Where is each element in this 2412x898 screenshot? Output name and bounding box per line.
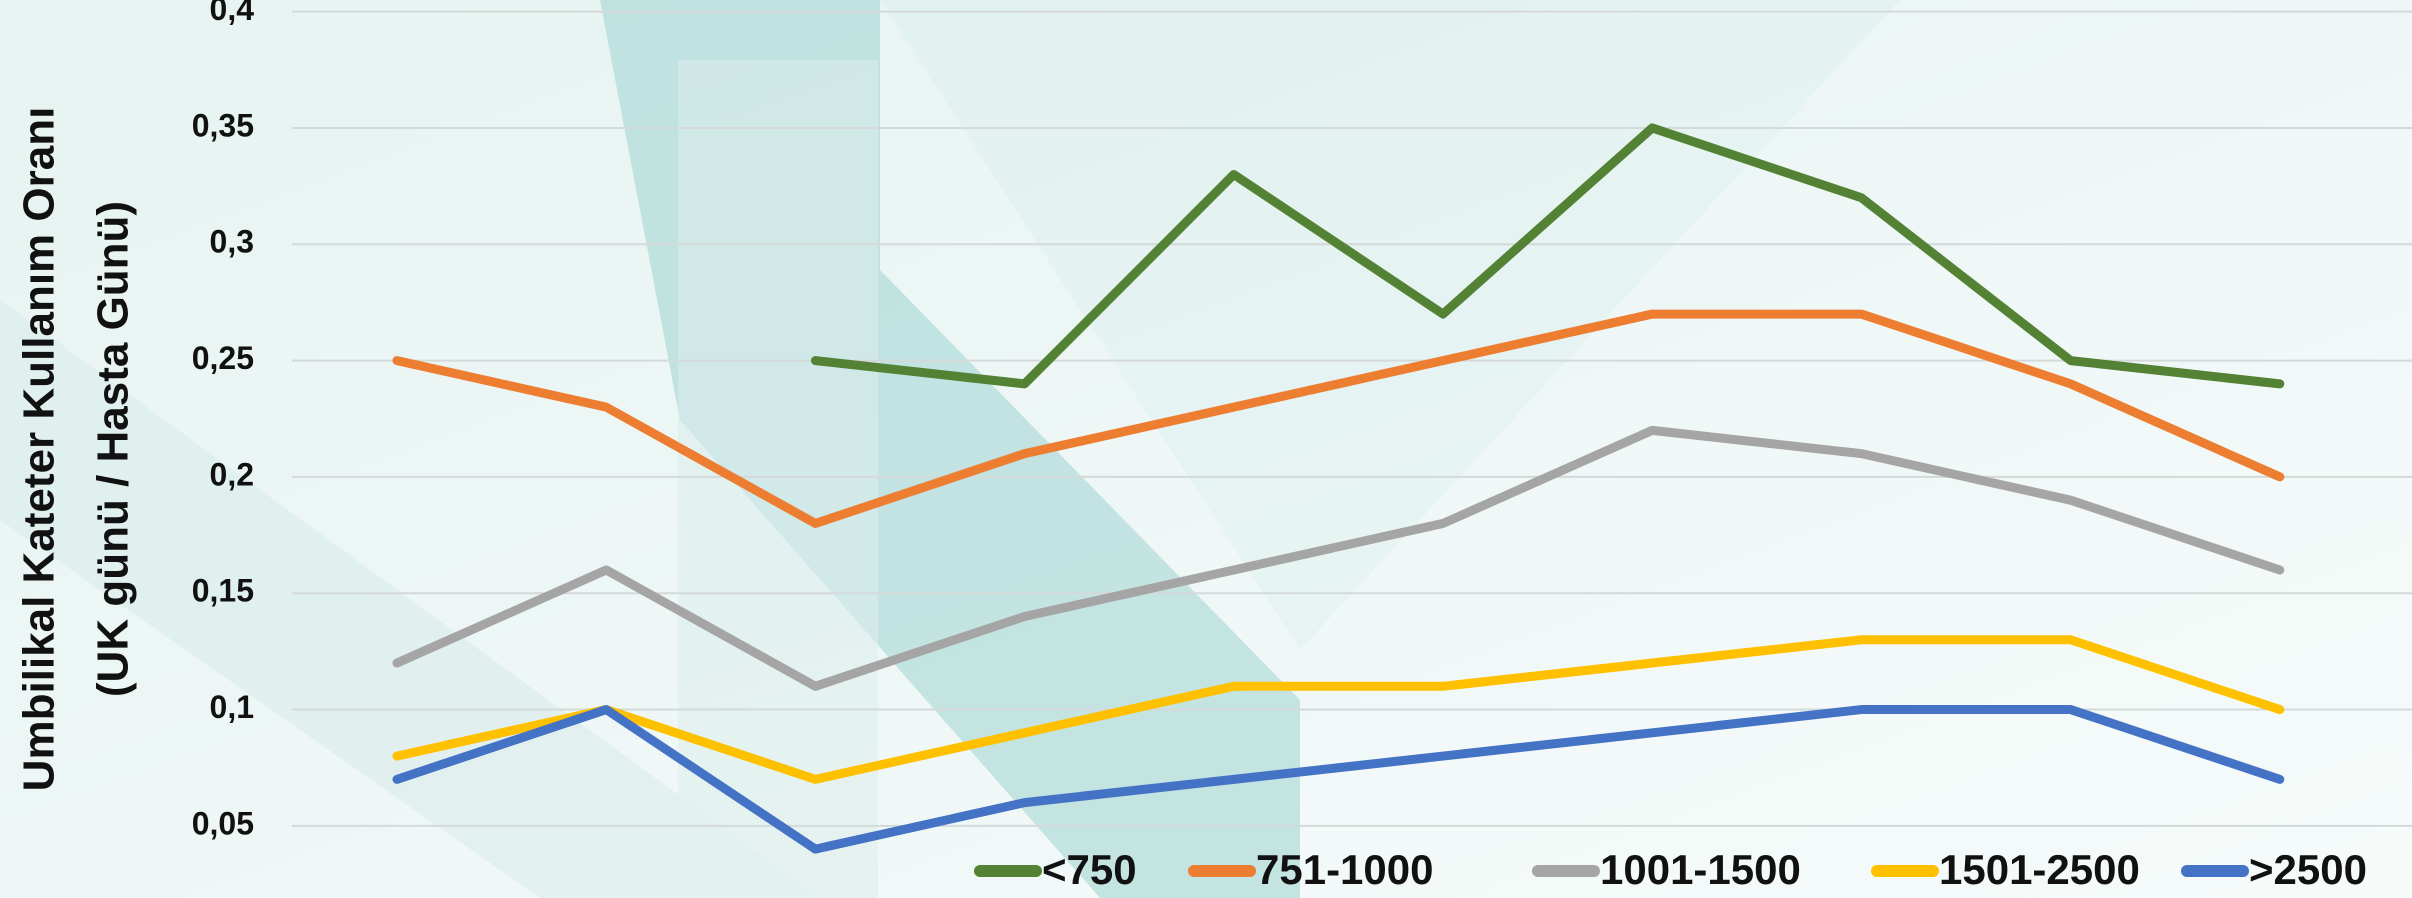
y-tick-label: 0,2 [210, 456, 254, 492]
series-line [392, 635, 2285, 784]
y-axis-label: Umbilikal Kateter Kullanım Oranı [15, 107, 64, 792]
y-tick-label: 0,05 [192, 805, 254, 841]
y-tick-label: 0,15 [192, 573, 254, 609]
series-line [392, 705, 2285, 854]
y-tick-label: 0,4 [210, 0, 255, 27]
y-tick-label: 0,3 [210, 224, 254, 260]
series-line [810, 123, 2285, 389]
series-line [392, 425, 2285, 691]
legend-label: 1501-2500 [1939, 846, 2140, 893]
legend-label: 751-1000 [1256, 846, 1434, 893]
decoration [0, 0, 1900, 898]
y-tick-label: 0,25 [192, 340, 254, 376]
legend-label: <750 [1042, 846, 1137, 893]
y-axis-label: (UK günü / Hasta Günü) [89, 201, 138, 697]
series-line [392, 309, 2285, 528]
legend-label: >2500 [2249, 846, 2367, 893]
y-tick-label: 0,35 [192, 107, 254, 143]
legend-label: 1001-1500 [1600, 846, 1801, 893]
y-tick-label: 0,1 [210, 689, 254, 725]
